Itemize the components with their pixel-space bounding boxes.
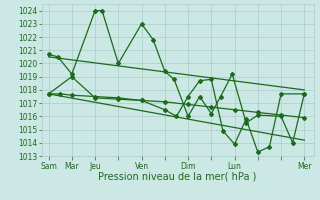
X-axis label: Pression niveau de la mer( hPa ): Pression niveau de la mer( hPa ) [99,172,257,182]
